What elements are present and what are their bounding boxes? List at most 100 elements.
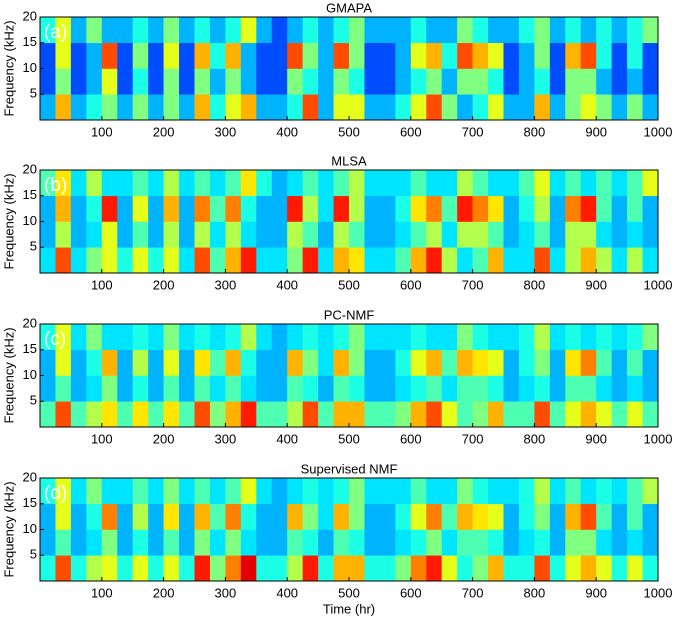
panel-title: Supervised NMF [301,461,398,476]
cell [86,195,103,222]
cell [179,401,195,428]
cell [426,94,442,121]
cell [86,478,103,505]
cell [240,221,257,248]
cell [472,503,489,530]
cell [349,555,365,582]
cell [256,170,273,197]
cell [194,503,211,530]
x-tick-label: 900 [585,585,607,600]
cell [209,247,226,274]
cell [364,349,381,376]
cell [642,324,659,351]
cell [488,478,504,505]
cell [333,324,350,351]
cell [117,247,133,274]
cell [117,401,133,428]
cell [441,401,458,428]
cell [194,170,211,197]
cell [333,221,350,248]
cell [40,170,56,197]
cell [627,195,643,222]
cell [426,324,442,351]
cell [457,94,473,121]
cell [549,529,566,556]
cell [318,42,334,69]
cell [441,349,458,376]
cell [379,529,396,556]
cell [163,42,180,69]
cell [271,68,288,95]
cell [40,17,56,44]
cell [349,42,365,69]
cell [302,247,319,274]
cell [580,94,597,121]
cell [549,42,566,69]
cell [580,555,597,582]
cell [101,349,118,376]
cell [627,529,643,556]
x-tick-label: 200 [153,277,175,292]
cell [349,375,365,402]
cell [518,555,535,582]
cell [132,478,149,505]
cell [349,401,365,428]
cell [302,503,319,530]
cell [287,221,303,248]
cell [395,17,412,44]
cell [611,42,628,69]
cell [240,503,257,530]
cell [364,503,381,530]
cell [225,68,242,95]
cell [117,170,133,197]
cell [163,247,180,274]
cell [132,529,149,556]
cell [349,68,365,95]
cell [627,170,643,197]
cell [364,247,381,274]
cell [256,478,273,505]
cell [101,94,118,121]
cell [132,221,149,248]
cell [318,324,334,351]
cell [70,375,87,402]
cell [101,42,118,69]
cell [333,401,350,428]
cell [70,349,87,376]
cell [596,324,612,351]
x-tick-label: 800 [524,124,546,139]
cell [472,247,489,274]
cell [55,401,72,428]
cell [472,529,489,556]
x-tick-label: 100 [91,431,113,446]
cell [55,17,72,44]
cell [488,324,504,351]
cell [70,68,87,95]
cell [565,349,582,376]
cell [596,195,612,222]
cell [179,68,195,95]
cell [132,247,149,274]
cell [611,170,628,197]
cell [70,401,87,428]
cell [549,555,566,582]
cell [271,478,288,505]
cell [194,17,211,44]
cell [256,324,273,351]
cell [318,94,334,121]
cell [596,503,612,530]
cell [225,375,242,402]
cell [256,195,273,222]
x-tick-label: 500 [338,431,360,446]
y-tick-label: 20 [23,469,37,484]
cell [70,555,87,582]
cell [565,247,582,274]
cell [441,94,458,121]
cell [518,529,535,556]
y-tick-label: 15 [23,34,37,49]
cell [611,529,628,556]
cell [70,324,87,351]
cell [225,349,242,376]
cell [426,478,442,505]
cell [333,247,350,274]
